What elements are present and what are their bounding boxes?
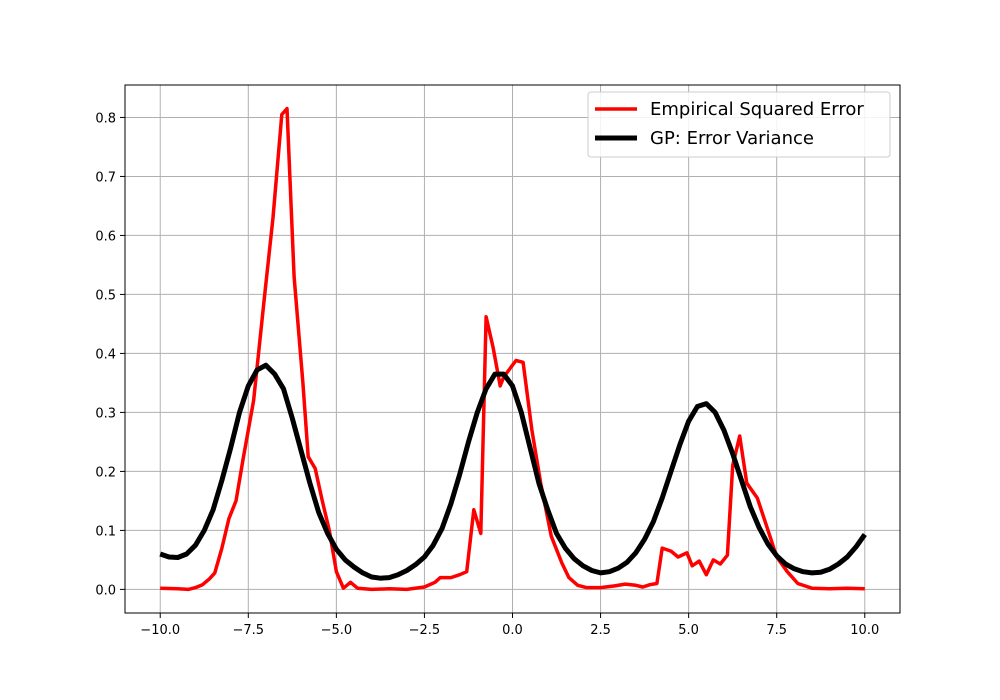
y-axis: 0.0 0.1 0.2 0.3 0.4 0.5 0.6 0.7 0.8 — [95, 111, 125, 598]
x-tick-label: −7.5 — [233, 623, 265, 638]
x-tick-label: −5.0 — [321, 623, 353, 638]
x-tick-label: −10.0 — [140, 623, 180, 638]
y-tick-label: 0.0 — [95, 583, 116, 598]
series-line-gp-error-variance — [159, 362, 867, 581]
y-tick-label: 0.5 — [95, 288, 116, 303]
legend-label: GP: Error Variance — [650, 128, 814, 149]
y-tick-label: 0.4 — [95, 347, 116, 362]
y-tick-label: 0.3 — [95, 406, 116, 421]
x-axis: −10.0 −7.5 −5.0 −2.5 0.0 2.5 5.0 7.5 10.0 — [140, 613, 879, 638]
x-tick-label: 5.0 — [678, 623, 699, 638]
series-line-empirical-squared-error — [160, 106, 865, 592]
x-tick-label: 7.5 — [766, 623, 787, 638]
y-tick-label: 0.7 — [95, 170, 116, 185]
y-tick-label: 0.2 — [95, 465, 116, 480]
x-tick-label: 0.0 — [502, 623, 523, 638]
x-tick-label: 2.5 — [590, 623, 611, 638]
legend: Empirical Squared Error GP: Error Varianc… — [587, 91, 891, 158]
y-tick-label: 0.8 — [95, 111, 116, 126]
x-tick-label: 10.0 — [850, 623, 879, 638]
grid-lines — [125, 85, 900, 613]
series-layer — [159, 106, 867, 592]
x-tick-label: −2.5 — [409, 623, 441, 638]
y-tick-label: 0.1 — [95, 524, 116, 539]
y-tick-label: 0.6 — [95, 229, 116, 244]
legend-label: Empirical Squared Error — [650, 99, 864, 120]
legend-box — [587, 91, 891, 158]
